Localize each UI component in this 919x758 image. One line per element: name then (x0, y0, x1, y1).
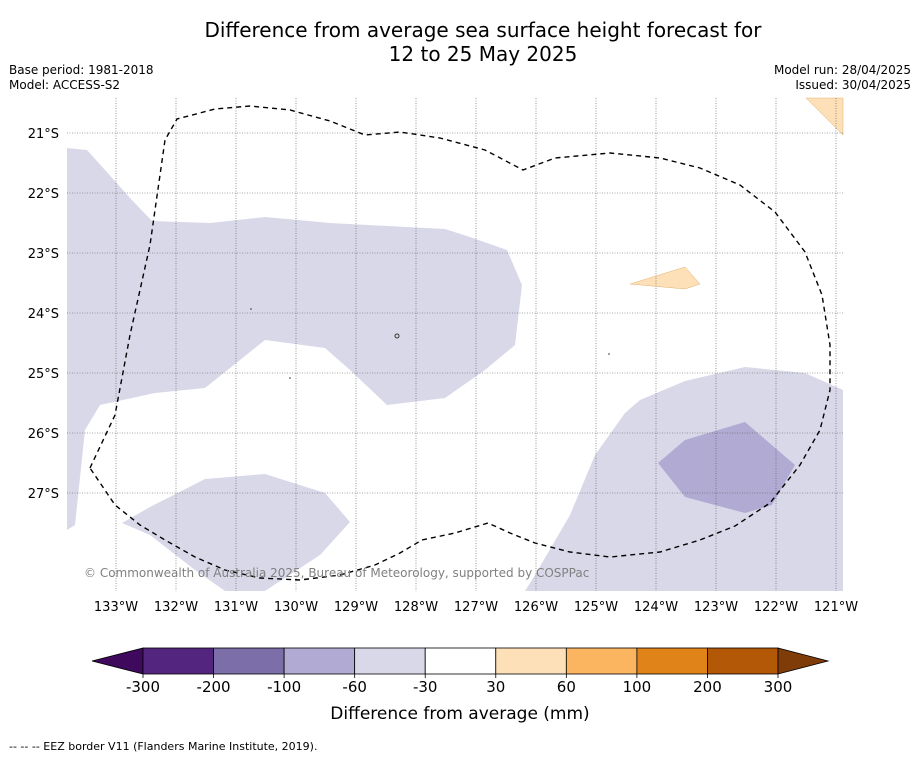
colorbar-tick-label: -200 (197, 678, 231, 696)
longitude-label: 124°W (634, 600, 678, 615)
anomaly-region-west (67, 148, 522, 530)
meta-right: Model run: 28/04/2025 Issued: 30/04/2025 (774, 63, 911, 93)
colorbar-swatch (424, 647, 497, 675)
meta-left: Base period: 1981-2018 Model: ACCESS-S2 (9, 63, 154, 93)
colorbar-swatch (565, 647, 638, 675)
latitude-labels: 21°S 22°S 23°S 24°S 25°S 26°S 27°S (28, 127, 59, 502)
colorbar-tick-label: 60 (557, 678, 576, 696)
colorbar-swatch (213, 647, 285, 675)
latitude-label: 26°S (28, 427, 59, 442)
colorbar-tick-label: -60 (342, 678, 367, 696)
longitude-label: 133°W (94, 600, 138, 615)
model-run: Model run: 28/04/2025 (773, 63, 911, 77)
longitude-label: 122°W (754, 600, 798, 615)
longitude-label: 125°W (574, 600, 618, 615)
longitude-label: 130°W (274, 600, 318, 615)
copyright-notice: © Commonwealth of Australia 2025, Bureau… (84, 566, 589, 580)
longitude-label: 129°W (334, 600, 378, 615)
colorbar-swatch (283, 647, 356, 675)
island-marker (608, 353, 610, 355)
title-line-2: 12 to 25 May 2025 (388, 42, 578, 66)
longitude-label: 132°W (154, 600, 198, 615)
colorbar-swatch (142, 647, 214, 675)
colorbar-tick-label: 200 (693, 678, 722, 696)
colorbar-extend-high (777, 647, 830, 675)
colorbar-tick-label: -100 (267, 678, 301, 696)
longitude-label: 126°W (514, 600, 558, 615)
longitude-label: 128°W (394, 600, 438, 615)
longitude-labels: 133°W 132°W 131°W 130°W 129°W 128°W 127°W 126°W… (94, 600, 858, 615)
colorbar-swatch (354, 647, 426, 675)
colorbar-label: Difference from average (mm) (330, 704, 589, 724)
anomaly-region-core (658, 422, 795, 513)
latitude-label: 23°S (28, 247, 59, 262)
anomaly-positive-corner (805, 97, 844, 136)
latitude-label: 21°S (28, 127, 59, 142)
colorbar-tick-labels: -300 -200 -100 -60 -30 30 60 100 200 300 (126, 674, 792, 696)
longitude-label: 131°W (214, 600, 258, 615)
latitude-label: 22°S (28, 187, 59, 202)
anomaly-region-southwest (122, 474, 350, 591)
colorbar-tick-label: 100 (623, 678, 652, 696)
latitude-label: 24°S (28, 307, 59, 322)
latitude-label: 25°S (28, 367, 59, 382)
map-gridlines (67, 98, 843, 591)
eez-border (89, 105, 831, 581)
eez-footnote: -- -- -- EEZ border V11 (Flanders Marine… (9, 740, 318, 753)
issued-date: Issued: 30/04/2025 (795, 78, 911, 92)
colorbar-tick-label: -300 (126, 678, 160, 696)
base-period: Base period: 1981-2018 (9, 63, 154, 77)
map-plot-area (67, 97, 844, 591)
colorbar-extend-low (91, 647, 144, 675)
longitude-label: 123°W (694, 600, 738, 615)
title-line-1: Difference from average sea surface heig… (204, 18, 762, 42)
colorbar-swatch (707, 647, 779, 675)
colorbar (91, 647, 830, 675)
colorbar-tick-label: 30 (486, 678, 505, 696)
colorbar-swatch (495, 647, 567, 675)
island-marker (250, 308, 252, 310)
chart-title: Difference from average sea surface heig… (0, 18, 919, 66)
anomaly-positive-east (629, 266, 701, 290)
model-name: Model: ACCESS-S2 (9, 78, 121, 92)
latitude-label: 27°S (28, 487, 59, 502)
colorbar-swatch (636, 647, 708, 675)
longitude-label: 127°W (454, 600, 498, 615)
island-marker (289, 377, 291, 379)
longitude-label: 121°W (814, 600, 858, 615)
colorbar-tick-label: -30 (413, 678, 438, 696)
island-marker (394, 333, 400, 339)
colorbar-tick-label: 300 (764, 678, 793, 696)
